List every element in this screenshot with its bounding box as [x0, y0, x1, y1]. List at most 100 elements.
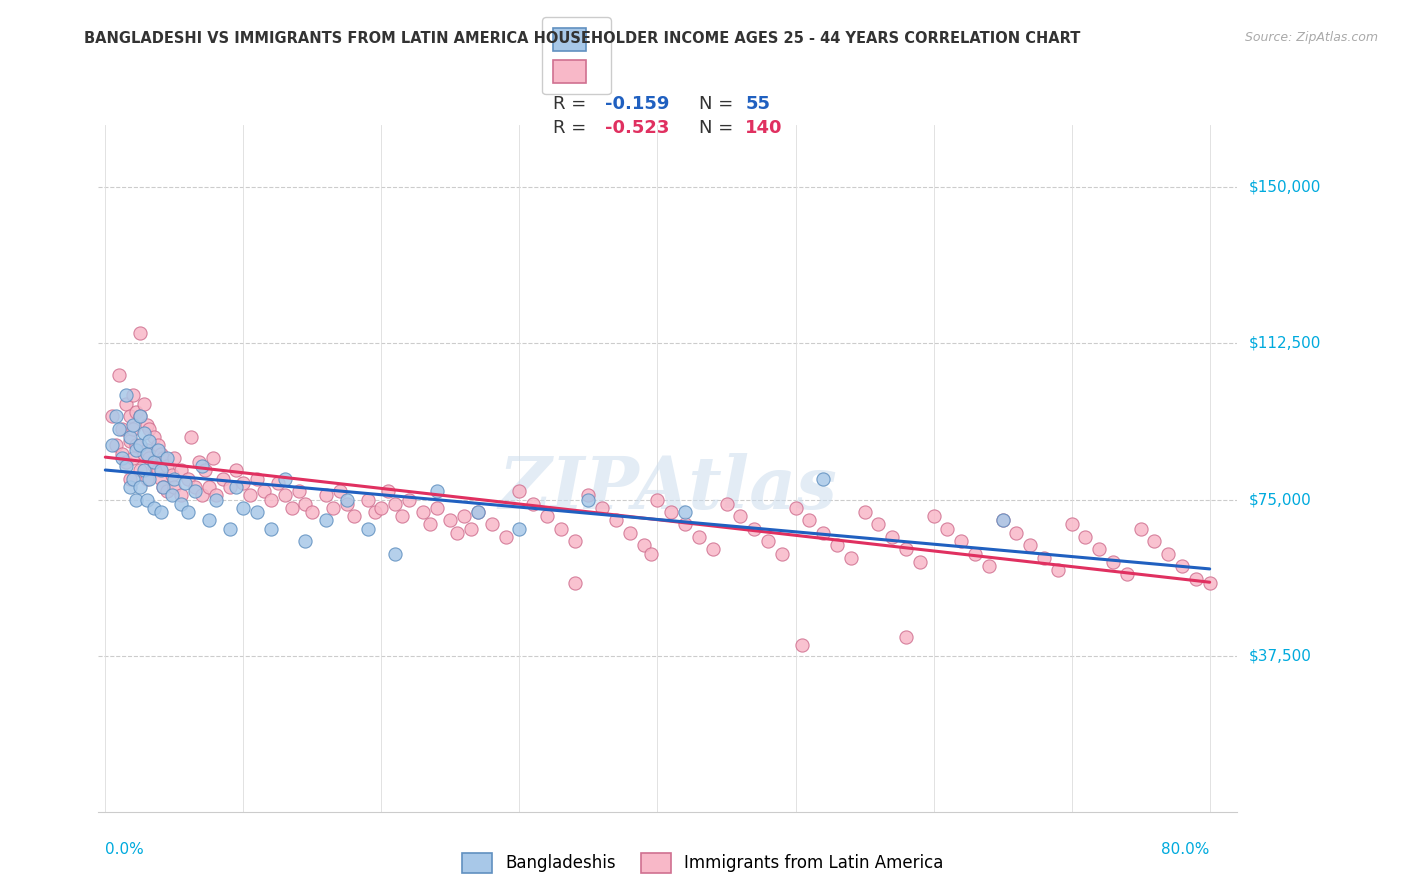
- Point: [111, 422, 134, 436]
- Point: [853, 505, 876, 519]
- Point: [138, 434, 160, 449]
- Point: [274, 472, 297, 486]
- Point: [391, 509, 413, 524]
- Point: [439, 513, 461, 527]
- Point: [673, 505, 696, 519]
- Point: [301, 505, 323, 519]
- Text: -0.523: -0.523: [605, 119, 669, 136]
- Point: [146, 442, 169, 457]
- Point: [315, 513, 337, 527]
- Text: BANGLADESHI VS IMMIGRANTS FROM LATIN AMERICA HOUSEHOLDER INCOME AGES 25 - 44 YEA: BANGLADESHI VS IMMIGRANTS FROM LATIN AME…: [84, 31, 1081, 46]
- Legend: Bangladeshis, Immigrants from Latin America: Bangladeshis, Immigrants from Latin Amer…: [456, 847, 950, 880]
- Point: [232, 475, 254, 490]
- Text: Source: ZipAtlas.com: Source: ZipAtlas.com: [1244, 31, 1378, 45]
- Point: [128, 409, 150, 424]
- Point: [135, 492, 157, 507]
- Point: [142, 459, 165, 474]
- Point: [191, 459, 214, 474]
- Point: [950, 534, 973, 549]
- Point: [894, 630, 917, 644]
- Point: [177, 505, 200, 519]
- Point: [191, 488, 214, 502]
- Point: [426, 500, 449, 515]
- Point: [194, 463, 217, 477]
- Point: [260, 492, 283, 507]
- Point: [384, 497, 406, 511]
- Point: [246, 505, 269, 519]
- Point: [225, 463, 247, 477]
- Point: [647, 492, 669, 507]
- Text: $150,000: $150,000: [1249, 180, 1320, 194]
- Point: [1074, 530, 1097, 544]
- Point: [115, 397, 138, 411]
- Point: [673, 517, 696, 532]
- Point: [218, 522, 240, 536]
- Text: R =: R =: [553, 95, 592, 113]
- Text: $75,000: $75,000: [1249, 492, 1312, 507]
- Point: [287, 484, 309, 499]
- Point: [170, 463, 193, 477]
- Point: [991, 513, 1014, 527]
- Point: [218, 480, 240, 494]
- Point: [163, 450, 186, 465]
- Point: [149, 472, 172, 486]
- Text: 80.0%: 80.0%: [1161, 842, 1209, 857]
- Point: [495, 530, 517, 544]
- Point: [1143, 534, 1166, 549]
- Point: [135, 442, 157, 457]
- Point: [204, 492, 226, 507]
- Point: [135, 417, 157, 432]
- Point: [419, 517, 441, 532]
- Point: [1033, 550, 1056, 565]
- Point: [170, 497, 193, 511]
- Point: [156, 459, 179, 474]
- Point: [122, 472, 145, 486]
- Point: [315, 488, 337, 502]
- Point: [1088, 542, 1111, 557]
- Point: [180, 430, 202, 444]
- Point: [125, 492, 148, 507]
- Point: [142, 455, 165, 469]
- Point: [163, 472, 186, 486]
- Point: [156, 484, 179, 499]
- Point: [174, 475, 197, 490]
- Point: [1185, 572, 1208, 586]
- Text: -0.159: -0.159: [605, 95, 669, 113]
- Point: [122, 417, 145, 432]
- Point: [508, 522, 530, 536]
- Text: R =: R =: [553, 119, 592, 136]
- Point: [894, 542, 917, 557]
- Point: [128, 480, 150, 494]
- Point: [146, 463, 169, 477]
- Point: [398, 492, 420, 507]
- Point: [460, 522, 482, 536]
- Point: [211, 472, 233, 486]
- Point: [125, 438, 148, 452]
- Point: [659, 505, 682, 519]
- Point: [467, 505, 489, 519]
- Point: [742, 522, 765, 536]
- Point: [138, 472, 160, 486]
- Text: $37,500: $37,500: [1249, 648, 1312, 663]
- Point: [188, 455, 211, 469]
- Point: [825, 538, 848, 552]
- Point: [177, 472, 200, 486]
- Point: [1102, 555, 1125, 569]
- Point: [142, 430, 165, 444]
- Point: [1005, 525, 1028, 540]
- Point: [152, 450, 174, 465]
- Point: [280, 500, 302, 515]
- Point: [343, 509, 366, 524]
- Point: [1129, 522, 1152, 536]
- Text: $112,500: $112,500: [1249, 336, 1320, 351]
- Point: [792, 638, 814, 652]
- Point: [770, 547, 793, 561]
- Point: [1198, 575, 1220, 590]
- Point: [536, 509, 558, 524]
- Point: [756, 534, 779, 549]
- Point: [101, 438, 124, 452]
- Point: [384, 547, 406, 561]
- Point: [467, 505, 489, 519]
- Point: [152, 480, 174, 494]
- Text: N =: N =: [699, 119, 738, 136]
